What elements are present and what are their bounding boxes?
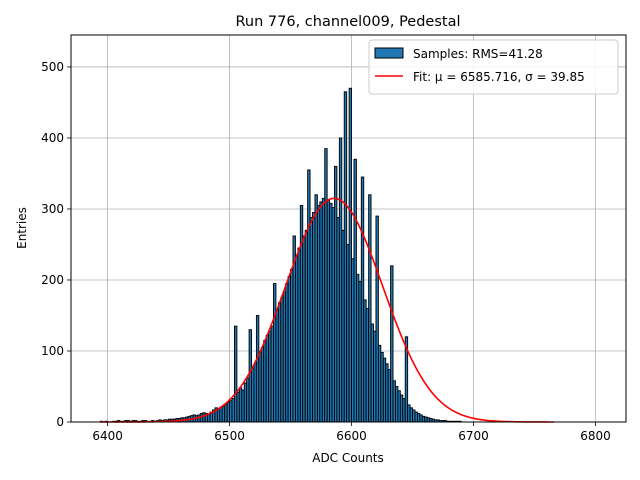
legend-fit-label: Fit: μ = 6585.716, σ = 39.85 [413, 70, 585, 84]
x-tick-label: 6800 [580, 429, 611, 443]
y-tick-label: 500 [41, 60, 64, 74]
x-axis-ticks: 6400 6500 6600 6700 6800 [92, 422, 611, 443]
legend: Samples: RMS=41.28 Fit: μ = 6585.716, σ … [368, 39, 619, 95]
x-tick-label: 6700 [458, 429, 489, 443]
x-axis-label: ADC Counts [312, 451, 384, 465]
x-tick-label: 6600 [336, 429, 367, 443]
y-tick-label: 0 [56, 415, 64, 429]
chart-title: Run 776, channel009, Pedestal [235, 14, 460, 30]
x-tick-label: 6500 [214, 429, 245, 443]
plot-frame [70, 34, 627, 423]
y-axis-label: Entries [15, 207, 29, 249]
y-tick-label: 300 [41, 202, 64, 216]
legend-box [368, 39, 619, 95]
fit-curve [100, 197, 555, 423]
y-axis-ticks: 0 100 200 300 400 500 [41, 60, 71, 429]
legend-histogram-swatch [374, 47, 404, 59]
legend-histogram-label: Samples: RMS=41.28 [413, 47, 543, 61]
y-tick-label: 100 [41, 344, 64, 358]
y-tick-label: 200 [41, 273, 64, 287]
x-tick-label: 6400 [92, 429, 123, 443]
y-tick-label: 400 [41, 131, 64, 145]
